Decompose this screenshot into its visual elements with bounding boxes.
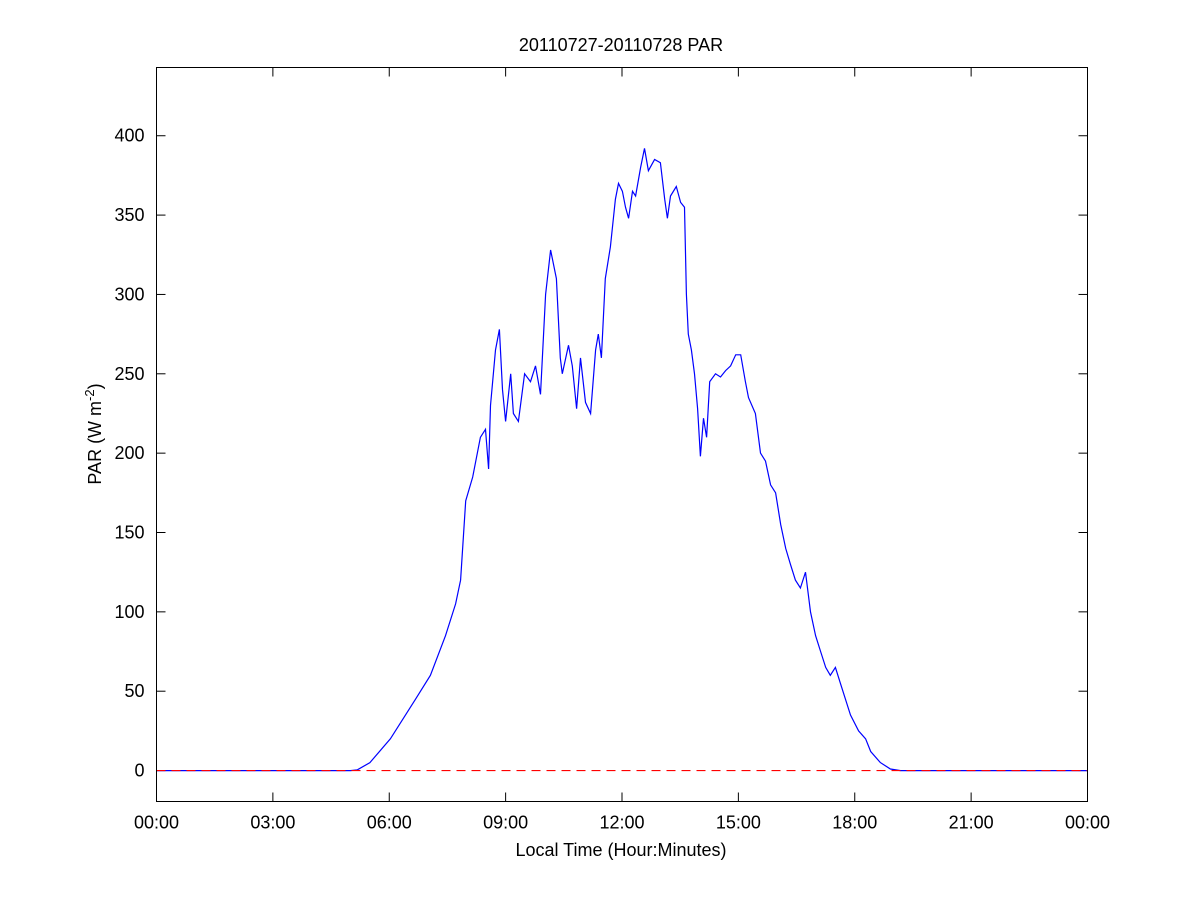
chart-title: 20110727-20110728 PAR — [519, 35, 723, 55]
y-tick-label: 400 — [114, 126, 144, 146]
y-tick-label: 150 — [114, 522, 144, 542]
x-tick-label: 15:00 — [716, 813, 761, 833]
x-tick-label: 12:00 — [599, 813, 644, 833]
y-axis-label: PAR (W m-2) — [82, 383, 105, 484]
y-tick-label: 200 — [114, 443, 144, 463]
x-axis-label: Local Time (Hour:Minutes) — [515, 840, 726, 860]
x-tick-label: 09:00 — [483, 813, 528, 833]
y-tick-label: 350 — [114, 205, 144, 225]
plot-frame — [156, 67, 1088, 802]
y-tick-label: 50 — [124, 681, 144, 701]
x-tick-label: 00:00 — [1065, 813, 1110, 833]
x-tick-label: 21:00 — [949, 813, 994, 833]
y-tick-label: 300 — [114, 284, 144, 304]
x-tick-label: 00:00 — [134, 813, 179, 833]
x-tick-label: 18:00 — [832, 813, 877, 833]
y-tick-label: 250 — [114, 364, 144, 384]
x-tick-label: 06:00 — [367, 813, 412, 833]
par-series-line — [156, 148, 1088, 772]
x-tick-label: 03:00 — [250, 813, 295, 833]
y-tick-label: 100 — [114, 602, 144, 622]
y-tick-label: 0 — [134, 761, 144, 781]
